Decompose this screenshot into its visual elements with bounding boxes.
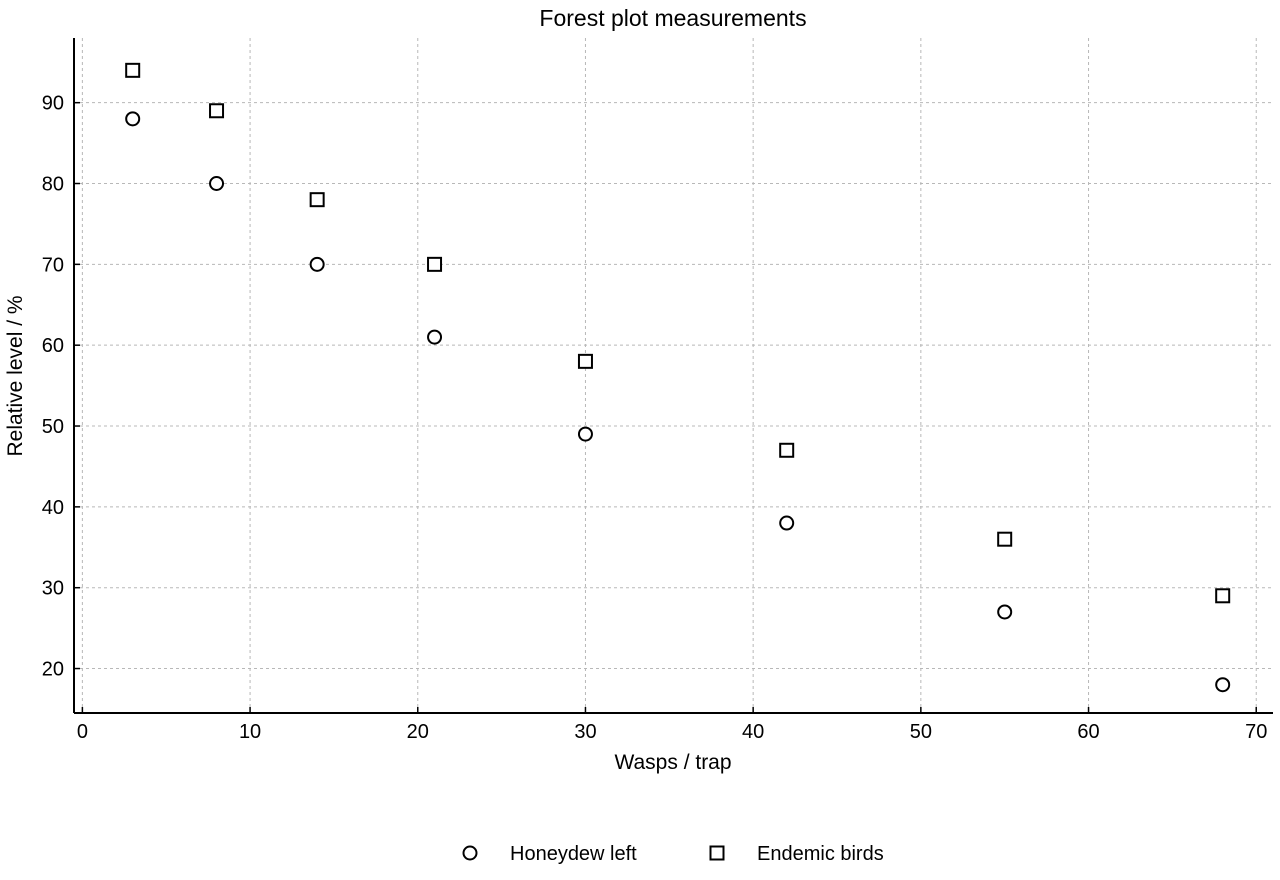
x-tick-label-5: 50 (910, 721, 932, 743)
x-tick-label-0: 0 (77, 721, 88, 743)
x-tick-label-1: 10 (239, 721, 261, 743)
circle-point-2 (309, 256, 325, 272)
legend-marker-0 (462, 845, 478, 861)
square-point-3 (427, 256, 443, 272)
y-tick-label-1: 30 (42, 578, 64, 600)
square-point-6 (997, 531, 1013, 547)
grid (74, 38, 1273, 713)
circle-point-4 (577, 426, 593, 442)
x-tick-label-2: 20 (407, 721, 429, 743)
x-tick-label-7: 70 (1245, 721, 1267, 743)
ticks: 0 10 20 30 40 50 60 70 20 30 40 50 60 70 80 90 (42, 93, 1268, 743)
legend-item-0: Honeydew left (462, 843, 637, 865)
legend-label-1: Endemic birds (757, 843, 884, 865)
circle-point-7 (1215, 677, 1231, 693)
axes (73, 38, 1273, 714)
y-tick-label-2: 40 (42, 497, 64, 519)
x-axis-label: Wasps / trap (614, 751, 731, 774)
y-tick-label-5: 70 (42, 254, 64, 276)
data-points (125, 62, 1231, 693)
square-point-0 (125, 62, 141, 78)
square-point-4 (577, 353, 593, 369)
circle-point-0 (125, 111, 141, 127)
y-tick-label-6: 80 (42, 174, 64, 196)
square-point-2 (309, 192, 325, 208)
x-tick-label-6: 60 (1077, 721, 1099, 743)
circle-point-1 (209, 176, 225, 192)
square-point-1 (209, 103, 225, 119)
chart-title: Forest plot measurements (539, 5, 806, 31)
x-tick-label-4: 40 (742, 721, 764, 743)
square-point-5 (779, 442, 795, 458)
y-axis-label: Relative level / % (4, 295, 27, 456)
square-point-7 (1215, 588, 1231, 604)
series-1 (125, 62, 1231, 604)
y-tick-label-3: 50 (42, 416, 64, 438)
series-0 (125, 111, 1231, 693)
legend-item-1: Endemic birds (709, 843, 884, 865)
circle-point-6 (997, 604, 1013, 620)
circle-point-3 (427, 329, 443, 345)
legend-label-0: Honeydew left (510, 843, 637, 865)
y-tick-label-0: 20 (42, 659, 64, 681)
y-tick-label-7: 90 (42, 93, 64, 115)
circle-point-5 (779, 515, 795, 531)
legend-marker-1 (709, 845, 725, 861)
x-tick-label-3: 30 (574, 721, 596, 743)
y-tick-label-4: 60 (42, 335, 64, 357)
legend: Honeydew left Endemic birds (462, 843, 884, 865)
